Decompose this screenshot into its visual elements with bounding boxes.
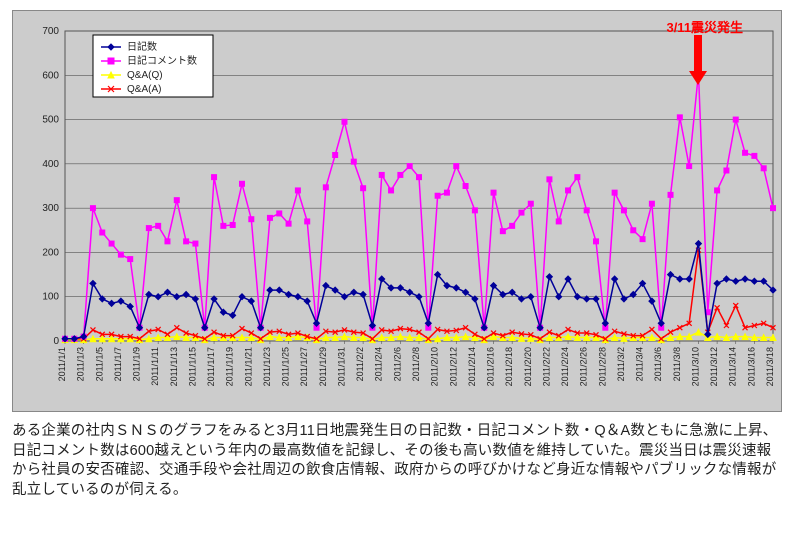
svg-text:2011/1/23: 2011/1/23: [262, 347, 272, 386]
svg-text:2011/3/18: 2011/3/18: [765, 347, 775, 386]
svg-text:2011/3/16: 2011/3/16: [746, 347, 756, 386]
svg-text:2011/2/4: 2011/2/4: [374, 347, 384, 381]
svg-text:2011/1/25: 2011/1/25: [281, 347, 291, 386]
svg-text:2011/3/8: 2011/3/8: [672, 347, 682, 381]
svg-text:600: 600: [42, 70, 59, 81]
svg-text:2011/2/28: 2011/2/28: [597, 347, 607, 386]
svg-text:Q&A(A): Q&A(A): [127, 84, 161, 95]
svg-text:2011/1/27: 2011/1/27: [299, 347, 309, 386]
svg-text:日記コメント数: 日記コメント数: [127, 54, 197, 67]
svg-text:300: 300: [42, 203, 59, 214]
svg-text:100: 100: [42, 292, 59, 303]
svg-text:700: 700: [42, 26, 59, 37]
svg-text:500: 500: [42, 115, 59, 126]
svg-text:2011/3/10: 2011/3/10: [690, 347, 700, 386]
svg-text:2011/1/5: 2011/1/5: [94, 347, 104, 381]
svg-text:2011/2/10: 2011/2/10: [430, 347, 440, 386]
svg-text:2011/1/7: 2011/1/7: [113, 347, 123, 381]
svg-text:2011/1/19: 2011/1/19: [225, 347, 235, 386]
svg-text:2011/1/1: 2011/1/1: [57, 347, 67, 381]
svg-text:2011/2/26: 2011/2/26: [579, 347, 589, 386]
svg-text:400: 400: [42, 159, 59, 170]
svg-text:2011/2/6: 2011/2/6: [392, 347, 402, 381]
svg-text:2011/2/16: 2011/2/16: [486, 347, 496, 386]
svg-text:Q&A(Q): Q&A(Q): [127, 70, 163, 81]
svg-text:2011/3/12: 2011/3/12: [709, 347, 719, 386]
svg-text:200: 200: [42, 247, 59, 258]
svg-text:2011/1/17: 2011/1/17: [206, 347, 216, 386]
sns-activity-chart: 0 100 200 300 400 500 600 700 2011/1/1 2011/1/3 20…: [12, 10, 782, 412]
svg-text:2011/3/6: 2011/3/6: [653, 347, 663, 381]
svg-text:2011/2/14: 2011/2/14: [467, 347, 477, 386]
svg-text:2011/1/9: 2011/1/9: [132, 347, 142, 381]
svg-text:2011/3/2: 2011/3/2: [616, 347, 626, 381]
svg-text:2011/2/12: 2011/2/12: [448, 347, 458, 386]
chart-description: ある企業の社内ＳＮＳのグラフをみると3月11日地震発生日の日記数・日記コメント数…: [12, 422, 782, 500]
svg-text:2011/3/4: 2011/3/4: [635, 347, 645, 381]
chart-svg: 0 100 200 300 400 500 600 700 2011/1/1 2011/1/3 20…: [13, 11, 783, 411]
svg-text:0: 0: [53, 336, 59, 347]
svg-text:2011/3/14: 2011/3/14: [728, 347, 738, 386]
svg-text:2011/1/3: 2011/1/3: [76, 347, 86, 381]
svg-text:2011/2/20: 2011/2/20: [523, 347, 533, 386]
svg-text:2011/1/21: 2011/1/21: [243, 347, 253, 386]
svg-text:2011/1/13: 2011/1/13: [169, 347, 179, 386]
svg-text:2011/1/11: 2011/1/11: [150, 347, 160, 386]
svg-text:2011/2/18: 2011/2/18: [504, 347, 514, 386]
svg-text:2011/2/24: 2011/2/24: [560, 347, 570, 386]
svg-text:2011/2/8: 2011/2/8: [411, 347, 421, 381]
svg-text:2011/1/31: 2011/1/31: [336, 347, 346, 386]
svg-text:日記数: 日記数: [127, 40, 157, 53]
svg-text:2011/2/2: 2011/2/2: [355, 347, 365, 381]
svg-text:2011/2/22: 2011/2/22: [541, 347, 551, 386]
svg-text:2011/1/29: 2011/1/29: [318, 347, 328, 386]
svg-text:2011/1/15: 2011/1/15: [187, 347, 197, 386]
